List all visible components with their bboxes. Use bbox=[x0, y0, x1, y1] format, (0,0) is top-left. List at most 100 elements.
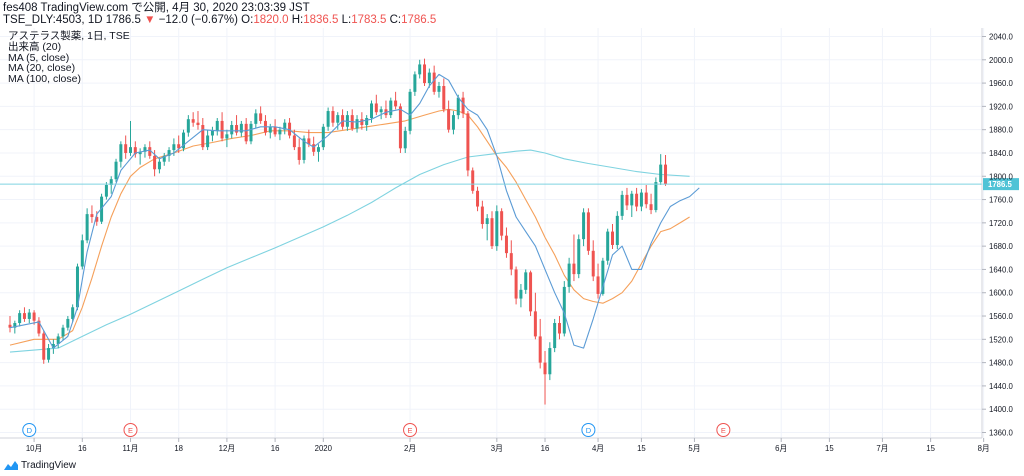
candle-body bbox=[138, 151, 142, 155]
candle-body bbox=[32, 312, 36, 321]
candle-body bbox=[321, 126, 325, 148]
candle-body bbox=[153, 155, 157, 170]
legend-ma100[interactable]: MA (100, close) bbox=[8, 73, 81, 86]
x-tick-label: 4月 bbox=[592, 444, 604, 453]
candle-body bbox=[95, 217, 99, 222]
candle-body bbox=[66, 318, 70, 328]
candle-body bbox=[480, 206, 484, 225]
candle-body bbox=[302, 138, 306, 160]
candle-body bbox=[456, 97, 460, 116]
y-tick-label: 1520.0 bbox=[989, 335, 1014, 344]
candle-body bbox=[273, 126, 277, 135]
candle-body bbox=[172, 144, 176, 151]
legend-volume[interactable]: 出来高 (20) bbox=[8, 40, 62, 53]
x-tick-label: 15 bbox=[926, 444, 935, 453]
last-price-tag bbox=[983, 178, 1019, 191]
candle-body bbox=[230, 125, 234, 135]
candle-body bbox=[630, 193, 634, 206]
x-tick-label: 8月 bbox=[978, 444, 990, 453]
candle-body bbox=[167, 150, 171, 156]
ma5-line-group bbox=[9, 73, 700, 349]
candle-body bbox=[567, 263, 571, 287]
candle-body bbox=[394, 100, 398, 107]
brand-name: TradingView bbox=[21, 460, 77, 471]
legend-ma5[interactable]: MA (5, close) bbox=[8, 51, 70, 64]
candle-body bbox=[442, 86, 446, 110]
candle-body bbox=[297, 147, 301, 160]
candle-body bbox=[533, 311, 537, 337]
x-tick-label: 11月 bbox=[123, 444, 139, 453]
candle-body bbox=[644, 192, 648, 205]
candle-body bbox=[379, 109, 383, 113]
indicator-legend: アステラス製薬, 1日, TSE 出来高 (20) MA (5, close) … bbox=[8, 31, 130, 85]
header-publish-line: fes408 TradingView.com で公開, 4月 30, 2020 … bbox=[3, 2, 310, 14]
candle-body bbox=[177, 144, 181, 149]
candle-body bbox=[196, 122, 200, 126]
candle-body bbox=[51, 343, 55, 349]
candle-body bbox=[485, 218, 489, 225]
candle-body bbox=[148, 147, 152, 156]
y-tick-label: 1800.0 bbox=[989, 172, 1014, 181]
candle-body bbox=[413, 74, 417, 92]
candle-body bbox=[90, 214, 94, 218]
ma100-line bbox=[9, 149, 690, 353]
candle-body bbox=[336, 115, 340, 123]
dividend-marker-icon bbox=[581, 423, 596, 437]
x-tick-label: 15 bbox=[637, 444, 646, 453]
y-tick-label: 1640.0 bbox=[989, 265, 1014, 274]
candle-body bbox=[47, 348, 51, 360]
x-axis[interactable]: 10月 16 11月 18 12月 16 2020 2月 3月 16 4月 15 5月 6月 15 7月 15 8… bbox=[0, 437, 990, 453]
symbol-info: TSE_DLY:4503, 1D 1786.5 bbox=[3, 14, 141, 26]
candle-body bbox=[490, 218, 494, 247]
candle-body bbox=[408, 91, 412, 131]
candle-body bbox=[244, 123, 248, 142]
candle-body bbox=[13, 323, 17, 328]
candle-body bbox=[370, 103, 373, 119]
high-value: 1836.5 bbox=[303, 14, 339, 26]
candle-body bbox=[582, 212, 586, 240]
candle-body bbox=[365, 118, 369, 126]
candle-body bbox=[553, 323, 557, 349]
last-price-label: 1786.5 bbox=[988, 180, 1013, 189]
earnings-marker-icon bbox=[716, 423, 731, 437]
candle-body bbox=[326, 111, 330, 127]
candle-body bbox=[611, 231, 614, 245]
grid-lines bbox=[0, 28, 985, 438]
y-tick-label: 1960.0 bbox=[989, 79, 1014, 88]
x-tick-label: 16 bbox=[541, 444, 550, 453]
candle-body bbox=[109, 179, 113, 185]
legend-title[interactable]: アステラス製薬, 1日, TSE bbox=[8, 30, 130, 42]
low-label: L: bbox=[338, 14, 352, 26]
candle-body bbox=[85, 214, 89, 241]
change-value: −12.0 (−0.67%) bbox=[158, 14, 238, 26]
y-tick-label: 1440.0 bbox=[989, 382, 1014, 391]
candle-body bbox=[129, 147, 132, 153]
x-tick-label: 15 bbox=[825, 444, 834, 453]
x-tick-label: 7月 bbox=[876, 444, 888, 453]
candle-body bbox=[437, 86, 441, 92]
dividend-marker-icon bbox=[22, 423, 37, 437]
candle-body bbox=[495, 211, 499, 247]
footer-branding[interactable]: TradingView bbox=[4, 460, 76, 471]
candle-body bbox=[235, 125, 239, 133]
ma20-line bbox=[9, 108, 690, 346]
candle-body bbox=[100, 196, 104, 222]
candle-body bbox=[143, 147, 147, 152]
y-axis[interactable]: 1360.0 1400.0 1440.0 1480.0 1520.0 1560.0 1600… bbox=[981, 28, 1014, 438]
candles-group bbox=[8, 58, 668, 405]
candle-body bbox=[504, 235, 508, 254]
candle-body bbox=[27, 312, 31, 319]
earnings-marker-icon bbox=[403, 423, 418, 437]
ma20-line-group bbox=[9, 108, 690, 346]
legend-ma20[interactable]: MA (20, close) bbox=[8, 62, 76, 75]
candle-body bbox=[586, 212, 590, 251]
candle-body bbox=[75, 266, 79, 308]
candle-body bbox=[114, 161, 118, 180]
candle-body bbox=[451, 115, 455, 130]
candle-body bbox=[206, 135, 210, 148]
candle-body bbox=[538, 336, 542, 363]
candle-body bbox=[316, 147, 320, 152]
candle-body bbox=[461, 97, 465, 114]
candle-body bbox=[18, 313, 22, 324]
